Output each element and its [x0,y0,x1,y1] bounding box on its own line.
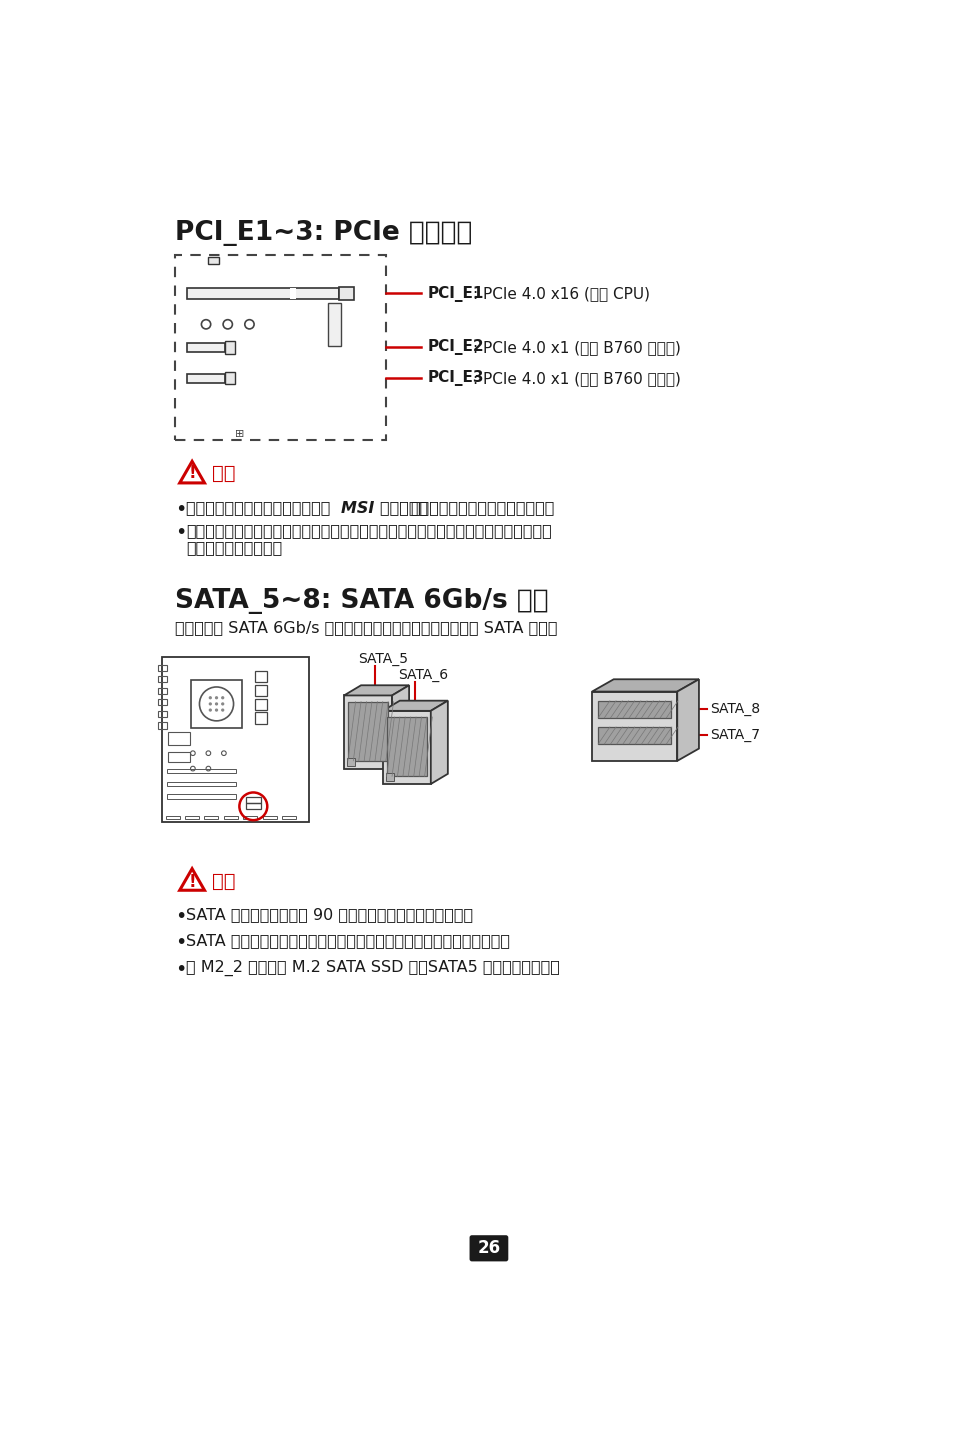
Bar [167,793,236,799]
Text: 重要: 重要 [212,872,235,891]
Text: 當 M2_2 插槽裝有 M.2 SATA SSD 時，SATA5 連接埠將不可用。: 當 M2_2 插槽裝有 M.2 SATA SSD 時，SATA5 連接埠將不可用… [186,959,559,975]
Bar [328,302,340,347]
Bar [166,816,179,819]
Polygon shape [392,686,409,769]
Text: PCI_E1: PCI_E1 [427,285,483,302]
Polygon shape [179,869,204,891]
Bar [254,670,267,683]
Text: 需變更的軟硬體設定。: 需變更的軟硬體設定。 [186,540,282,554]
Bar [290,288,295,299]
Bar [158,664,167,670]
Circle shape [209,703,211,705]
Text: SATA_7: SATA_7 [709,729,759,742]
Bar [348,702,388,760]
Bar [224,372,235,384]
Text: •: • [174,908,186,927]
Text: SATA 排線兩端接頭外觀相似，建議將平頭端接到主機板，以節省空間。: SATA 排線兩端接頭外觀相似，建議將平頭端接到主機板，以節省空間。 [186,934,509,948]
Text: : PCIe 4.0 x1 (源於 B760 晶片組): : PCIe 4.0 x1 (源於 B760 晶片組) [472,371,679,385]
Bar [344,696,392,769]
Text: PCI_E2: PCI_E2 [427,339,484,355]
Text: SATA_6: SATA_6 [397,667,448,682]
Polygon shape [431,700,447,783]
Circle shape [221,703,223,705]
Text: ⊞: ⊞ [234,430,244,440]
Bar [243,816,257,819]
Bar [592,692,677,760]
Bar [167,769,236,773]
Bar [254,699,267,710]
Text: 新增或移除擴充卡時，請確認已關機並拔除電源線。請詳讀擴充卡說明文件，以了解所: 新增或移除擴充卡時，請確認已關機並拔除電源線。請詳讀擴充卡說明文件，以了解所 [186,523,551,538]
Bar [185,816,199,819]
Bar [245,798,261,803]
Bar [168,732,190,746]
Bar [598,700,670,717]
Text: !: ! [188,872,195,891]
Circle shape [209,709,211,712]
Bar [158,699,167,706]
Bar [187,288,338,299]
Polygon shape [179,461,204,483]
Bar [174,255,385,440]
Text: 這些插孔是 SATA 6Gb/s 介面連接埠。每個插孔皆可連接一個 SATA 裝置。: 這些插孔是 SATA 6Gb/s 介面連接埠。每個插孔皆可連接一個 SATA 裝… [174,620,557,634]
Bar [282,816,295,819]
Bar [338,286,354,301]
Text: ，以支撐其重量和防止插槽變形。: ，以支撐其重量和防止插槽變形。 [410,500,555,516]
Text: : PCIe 4.0 x16 (源於 CPU): : PCIe 4.0 x16 (源於 CPU) [472,286,649,301]
Polygon shape [344,686,409,696]
Bar [158,687,167,695]
Circle shape [221,709,223,712]
Text: SATA_5: SATA_5 [357,652,408,666]
Bar [254,712,267,725]
Bar [385,773,394,780]
Text: SATA_5~8: SATA 6Gb/s 插孔: SATA_5~8: SATA 6Gb/s 插孔 [174,587,548,614]
Text: SATA_8: SATA_8 [709,702,760,716]
Text: !: ! [188,464,195,483]
Text: •: • [174,934,186,952]
Text: PCI_E1~3: PCIe 擴充插槽: PCI_E1~3: PCIe 擴充插槽 [174,219,472,245]
Bar [158,722,167,729]
FancyBboxPatch shape [469,1236,508,1262]
Bar [254,684,267,696]
Bar [192,680,241,727]
Bar [204,816,218,819]
Bar [382,710,431,783]
Text: •: • [174,500,186,518]
Text: 26: 26 [476,1239,500,1257]
Circle shape [215,697,217,699]
Circle shape [221,697,223,699]
Bar [262,816,276,819]
Bar [168,752,190,762]
Bar [187,342,224,352]
Circle shape [215,709,217,712]
Text: 若安裝大型顯卡，需要使用工具如: 若安裝大型顯卡，需要使用工具如 [186,500,335,516]
Circle shape [215,703,217,705]
Text: MSI 顯卡支撐架: MSI 顯卡支撐架 [340,500,428,516]
Text: •: • [174,959,186,978]
Bar [158,676,167,683]
Text: PCI_E3: PCI_E3 [427,371,484,387]
Bar [208,256,219,265]
Bar [224,816,237,819]
Polygon shape [382,700,447,710]
Bar [158,710,167,717]
Text: : PCIe 4.0 x1 (源於 B760 晶片組): : PCIe 4.0 x1 (源於 B760 晶片組) [472,339,679,355]
Text: 重要: 重要 [212,464,235,483]
Bar [162,657,309,822]
Bar [386,717,427,776]
Bar [347,758,355,766]
Text: •: • [174,523,186,541]
Bar [224,341,235,354]
Polygon shape [592,679,699,692]
Bar [167,782,236,786]
Bar [187,374,224,382]
Circle shape [209,697,211,699]
Text: SATA 排線不可摺疊超過 90 度，以免傳輸資料時產生錯誤。: SATA 排線不可摺疊超過 90 度，以免傳輸資料時產生錯誤。 [186,908,473,922]
Bar [598,727,670,745]
Bar [245,803,261,809]
Polygon shape [677,679,699,760]
